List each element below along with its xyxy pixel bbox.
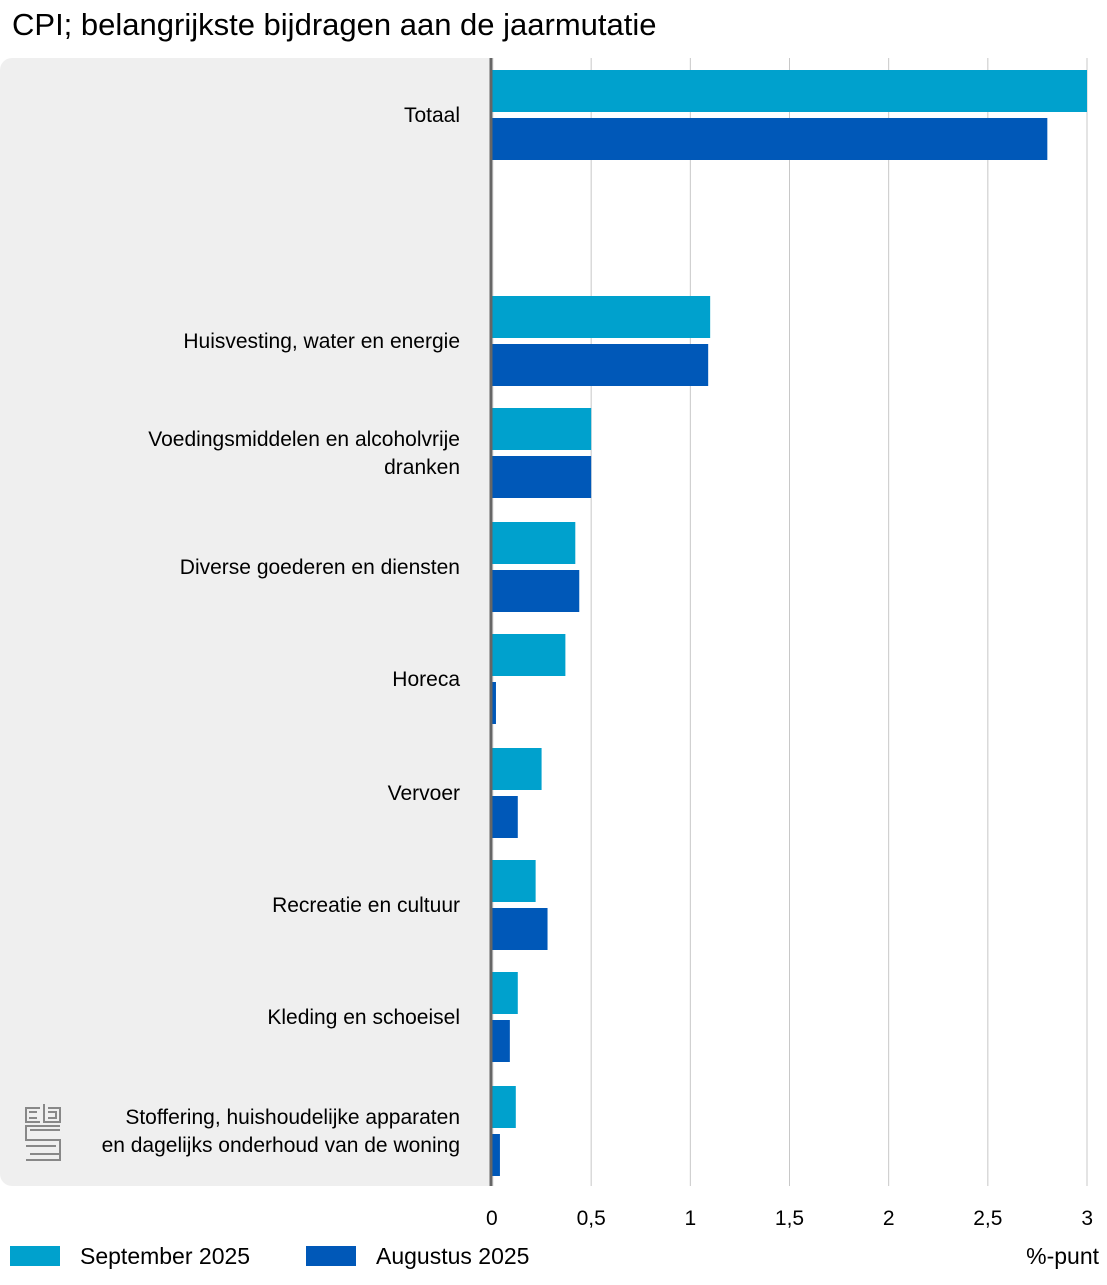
legend-swatch-augustus [306, 1246, 356, 1266]
category-label: Huisvesting, water en energie [183, 330, 460, 353]
bar-augustus [492, 1020, 510, 1062]
bar-september [492, 296, 711, 338]
tick-labels: 0 0,5 1 1,5 2 2,5 3 [486, 1207, 1093, 1230]
tick-label: 0 [486, 1207, 498, 1230]
legend-label-september: September 2025 [80, 1242, 251, 1269]
bar-september [492, 860, 536, 902]
bar-augustus [492, 118, 1048, 160]
tick-label: 1,5 [775, 1207, 804, 1230]
tick-label: 2,5 [973, 1207, 1002, 1230]
legend-item-september: September 2025 [10, 1240, 250, 1272]
legend-swatch-september [10, 1246, 60, 1266]
category-label: Horeca [392, 668, 460, 691]
category-label: Stoffering, huishoudelijke apparaten en d… [102, 1106, 460, 1157]
tick-label: 0,5 [577, 1207, 606, 1230]
tick-label: 3 [1081, 1207, 1093, 1230]
bars [492, 70, 1087, 1176]
category-label: Totaal [404, 104, 460, 127]
bar-september [492, 408, 592, 450]
bar-augustus [492, 682, 496, 724]
bar-augustus [492, 344, 709, 386]
bar-september [492, 972, 518, 1014]
gridlines [590, 58, 1088, 1186]
tick-label: 1 [684, 1207, 696, 1230]
bar-augustus [492, 1134, 500, 1176]
bar-september [492, 634, 566, 676]
bar-september [492, 748, 542, 790]
category-labels: Totaal Huisvesting, water en energie Voedi… [102, 104, 461, 1157]
legend-label-augustus: Augustus 2025 [376, 1242, 530, 1269]
bar-september [492, 522, 576, 564]
bar-augustus [492, 908, 548, 950]
category-label: Diverse goederen en diensten [180, 556, 460, 579]
legend-item-augustus: Augustus 2025 [306, 1240, 529, 1272]
category-label: Recreatie en cultuur [272, 894, 460, 917]
bar-september [492, 1086, 516, 1128]
bar-september [492, 70, 1087, 112]
bar-augustus [492, 796, 518, 838]
category-label: Voedingsmiddelen en alcoholvrije dranken [148, 428, 460, 479]
category-label: Vervoer [388, 782, 460, 805]
category-label: Kleding en schoeisel [267, 1006, 460, 1029]
cbs-logo-icon [25, 1104, 61, 1161]
tick-label: 2 [883, 1207, 895, 1230]
chart-title: CPI; belangrijkste bijdragen aan de jaar… [12, 7, 657, 42]
bar-augustus [492, 570, 580, 612]
axis-unit-label: %-punt [1026, 1243, 1099, 1269]
category-label-panel [0, 58, 494, 1186]
bar-augustus [492, 456, 592, 498]
